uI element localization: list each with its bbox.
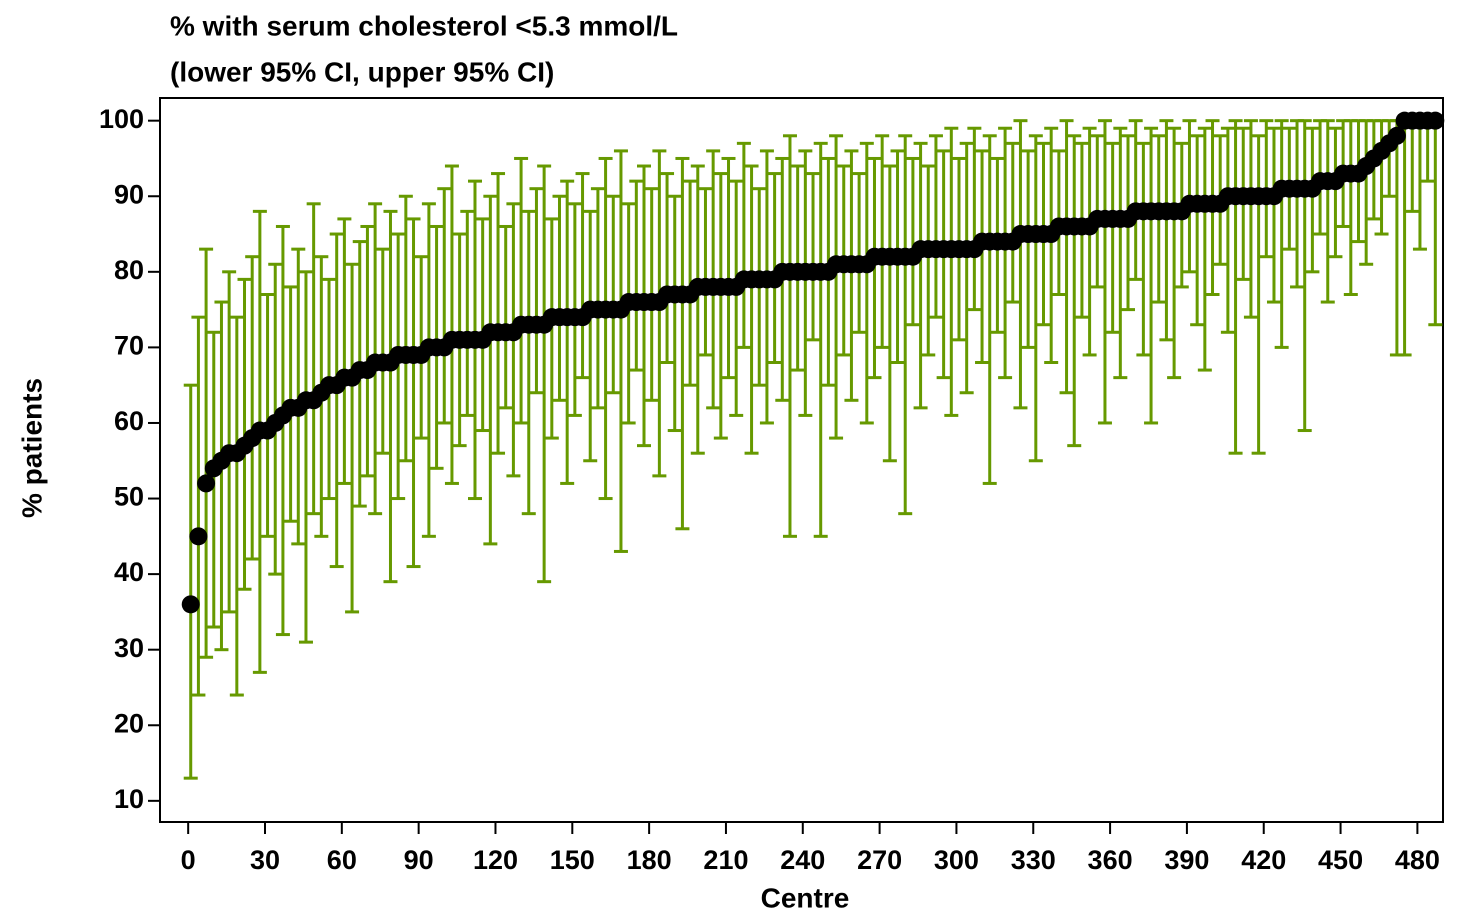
x-tick-label: 210 [703, 845, 748, 875]
point [1387, 126, 1406, 145]
x-tick-label: 450 [1318, 845, 1363, 875]
y-tick-label: 60 [114, 406, 144, 436]
x-tick-label: 480 [1395, 845, 1440, 875]
x-tick-label: 360 [1088, 845, 1133, 875]
x-tick-label: 390 [1164, 845, 1209, 875]
x-tick-label: 150 [550, 845, 595, 875]
x-tick-label: 120 [473, 845, 518, 875]
x-tick-label: 300 [934, 845, 979, 875]
x-tick-label: 270 [857, 845, 902, 875]
point [1426, 111, 1445, 130]
x-tick-label: 0 [181, 845, 196, 875]
point [197, 474, 216, 493]
y-tick-label: 100 [99, 104, 144, 134]
x-axis-label: Centre [761, 882, 850, 913]
x-tick-label: 420 [1241, 845, 1286, 875]
y-tick-label: 70 [114, 331, 144, 361]
x-tick-label: 30 [250, 845, 280, 875]
x-tick-label: 90 [404, 845, 434, 875]
y-tick-label: 40 [114, 557, 144, 587]
y-axis-label: % patients [16, 378, 47, 518]
y-tick-label: 20 [114, 708, 144, 738]
y-tick-label: 80 [114, 255, 144, 285]
x-tick-label: 240 [780, 845, 825, 875]
chart-title: % with serum cholesterol <5.3 mmol/L [170, 10, 678, 41]
y-tick-label: 30 [114, 633, 144, 663]
y-tick-label: 10 [114, 784, 144, 814]
x-tick-label: 60 [327, 845, 357, 875]
plot-frame [159, 97, 1444, 823]
point [189, 527, 208, 546]
x-tick-label: 180 [627, 845, 672, 875]
y-tick-label: 90 [114, 179, 144, 209]
y-tick-label: 50 [114, 482, 144, 512]
chart-subtitle: (lower 95% CI, upper 95% CI) [170, 56, 554, 87]
point [181, 595, 200, 614]
x-tick-label: 330 [1011, 845, 1056, 875]
